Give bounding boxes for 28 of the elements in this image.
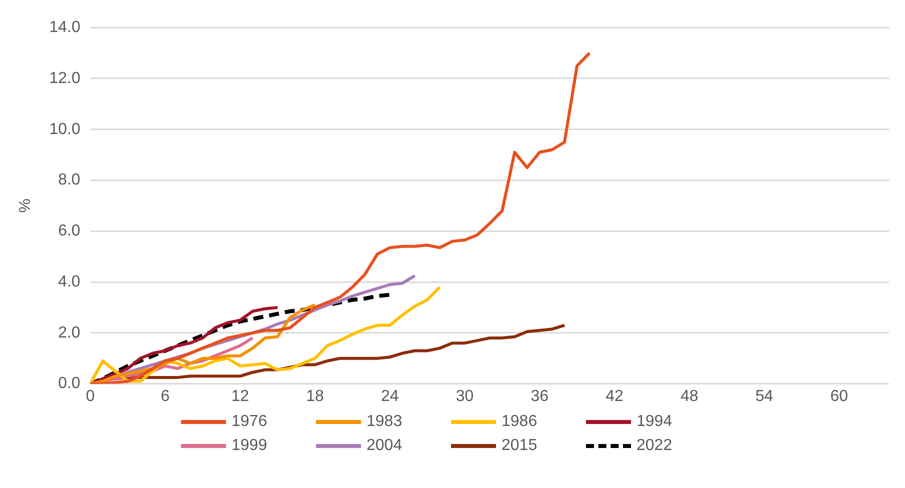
x-tick-label: 0 — [86, 388, 95, 405]
y-tick-label: 14.0 — [49, 19, 80, 36]
legend-label: 1986 — [502, 413, 538, 431]
legend-label: 1994 — [636, 413, 672, 431]
y-tick-label: 8.0 — [58, 172, 80, 189]
legend-label: 2004 — [366, 437, 402, 455]
legend-label: 1983 — [366, 413, 402, 431]
y-axis-title: % — [17, 198, 34, 213]
y-tick-label: 10.0 — [49, 120, 80, 138]
x-tick-label: 54 — [755, 388, 774, 405]
x-tick-label: 60 — [830, 388, 848, 405]
x-tick-label: 24 — [380, 388, 399, 405]
legend-label: 1999 — [232, 437, 268, 455]
y-tick-label: 6.0 — [58, 222, 80, 240]
x-tick-label: 30 — [456, 388, 474, 405]
x-tick-label: 18 — [306, 388, 324, 405]
y-tick-label: 0.0 — [58, 375, 80, 392]
x-tick-label: 12 — [231, 388, 250, 405]
x-tick-label: 48 — [680, 388, 698, 405]
x-tick-label: 36 — [530, 388, 549, 405]
x-tick-label: 6 — [160, 388, 170, 405]
legend-label: 2015 — [502, 437, 538, 455]
y-tick-label: 4.0 — [58, 273, 80, 290]
y-tick-label: 12.0 — [49, 70, 80, 87]
y-tick-label: 2.0 — [58, 324, 80, 342]
legend-label: 1976 — [232, 413, 268, 431]
x-tick-label: 42 — [606, 388, 624, 405]
legend-label: 2022 — [636, 437, 672, 455]
